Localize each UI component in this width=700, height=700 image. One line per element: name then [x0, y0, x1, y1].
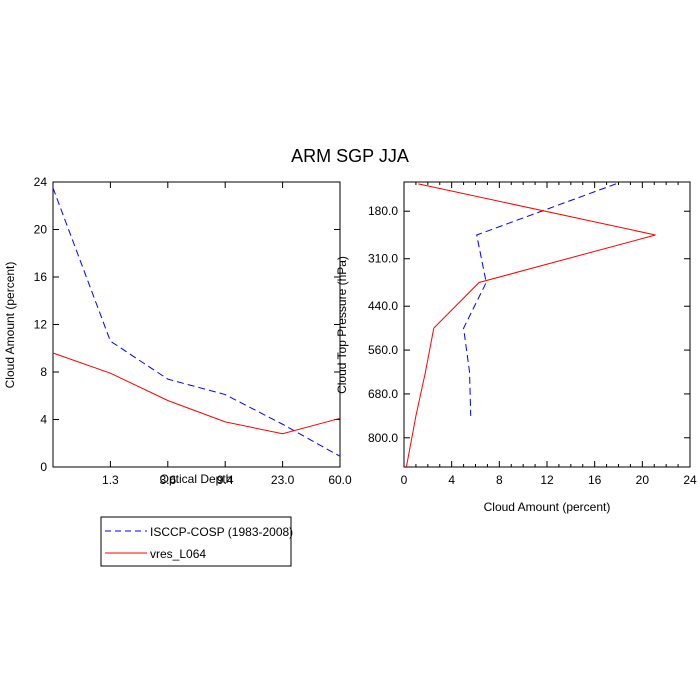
right-x-tick-label: 12	[540, 473, 554, 487]
right-series-line-model	[405, 183, 656, 468]
right-y-tick-label: 800.0	[368, 431, 398, 445]
right-ticks: 0 4 8 12 16 20 24 180.0 310.0 440.0 560.0 680.0 800.…	[368, 182, 697, 487]
left-x-tick-label: 60.0	[328, 473, 352, 487]
right-x-axis-label: Cloud Amount (percent)	[484, 500, 611, 514]
right-x-tick-label: 0	[401, 473, 408, 487]
legend-label-obs: ISCCP-COSP (1983-2008)	[150, 525, 293, 539]
left-series-line-model	[52, 352, 341, 435]
left-y-tick-label: 20	[34, 223, 48, 237]
left-panel-optical-depth: 0 4 8 12 16 20 24 1.3 3.6 9.4 23.0 60.0 Optical Dep…	[3, 175, 352, 487]
left-y-tick-label: 4	[40, 413, 47, 427]
legend-label-model: vres_L064	[150, 547, 206, 561]
left-series	[52, 187, 341, 457]
left-y-tick-label: 24	[34, 175, 48, 189]
right-series-line-obs	[463, 183, 617, 416]
left-y-tick-label: 8	[40, 365, 47, 379]
right-x-tick-label: 4	[448, 473, 455, 487]
right-series	[405, 183, 656, 468]
right-plot-frame	[403, 181, 691, 468]
right-y-tick-label: 680.0	[368, 387, 398, 401]
left-y-tick-label: 12	[34, 318, 48, 332]
chart-title: ARM SGP JJA	[291, 146, 409, 166]
legend: ISCCP-COSP (1983-2008) vres_L064	[100, 516, 293, 567]
left-y-tick-label: 16	[34, 270, 48, 284]
left-series-line-obs	[52, 187, 341, 457]
right-y-tick-label: 560.0	[368, 343, 398, 357]
right-x-tick-label: 16	[588, 473, 602, 487]
right-y-tick-label: 180.0	[368, 204, 398, 218]
right-y-tick-label: 440.0	[368, 299, 398, 313]
left-x-tick-label: 23.0	[271, 473, 295, 487]
left-x-tick-label: 1.3	[102, 473, 119, 487]
left-x-axis-label: Optical Depth	[160, 472, 233, 486]
left-y-axis-label: Cloud Amount (percent)	[3, 262, 17, 389]
left-plot-frame	[52, 181, 341, 468]
right-x-tick-label: 24	[683, 473, 697, 487]
left-y-tick-label: 0	[40, 460, 47, 474]
right-y-axis-label: Cloud Top Pressure (hPa)	[335, 256, 349, 394]
right-y-tick-label: 310.0	[368, 252, 398, 266]
right-x-tick-label: 8	[496, 473, 503, 487]
left-x-tick-label: 3.6	[159, 473, 176, 487]
left-ticks: 0 4 8 12 16 20 24 1.3 3.6 9.4 23.0 60.0	[34, 175, 352, 487]
right-panel-pressure: 0 4 8 12 16 20 24 180.0 310.0 440.0 560.0 680.0 800.…	[335, 181, 697, 514]
left-x-tick-label: 9.4	[217, 473, 234, 487]
right-x-tick-label: 20	[636, 473, 650, 487]
legend-box	[100, 516, 292, 567]
